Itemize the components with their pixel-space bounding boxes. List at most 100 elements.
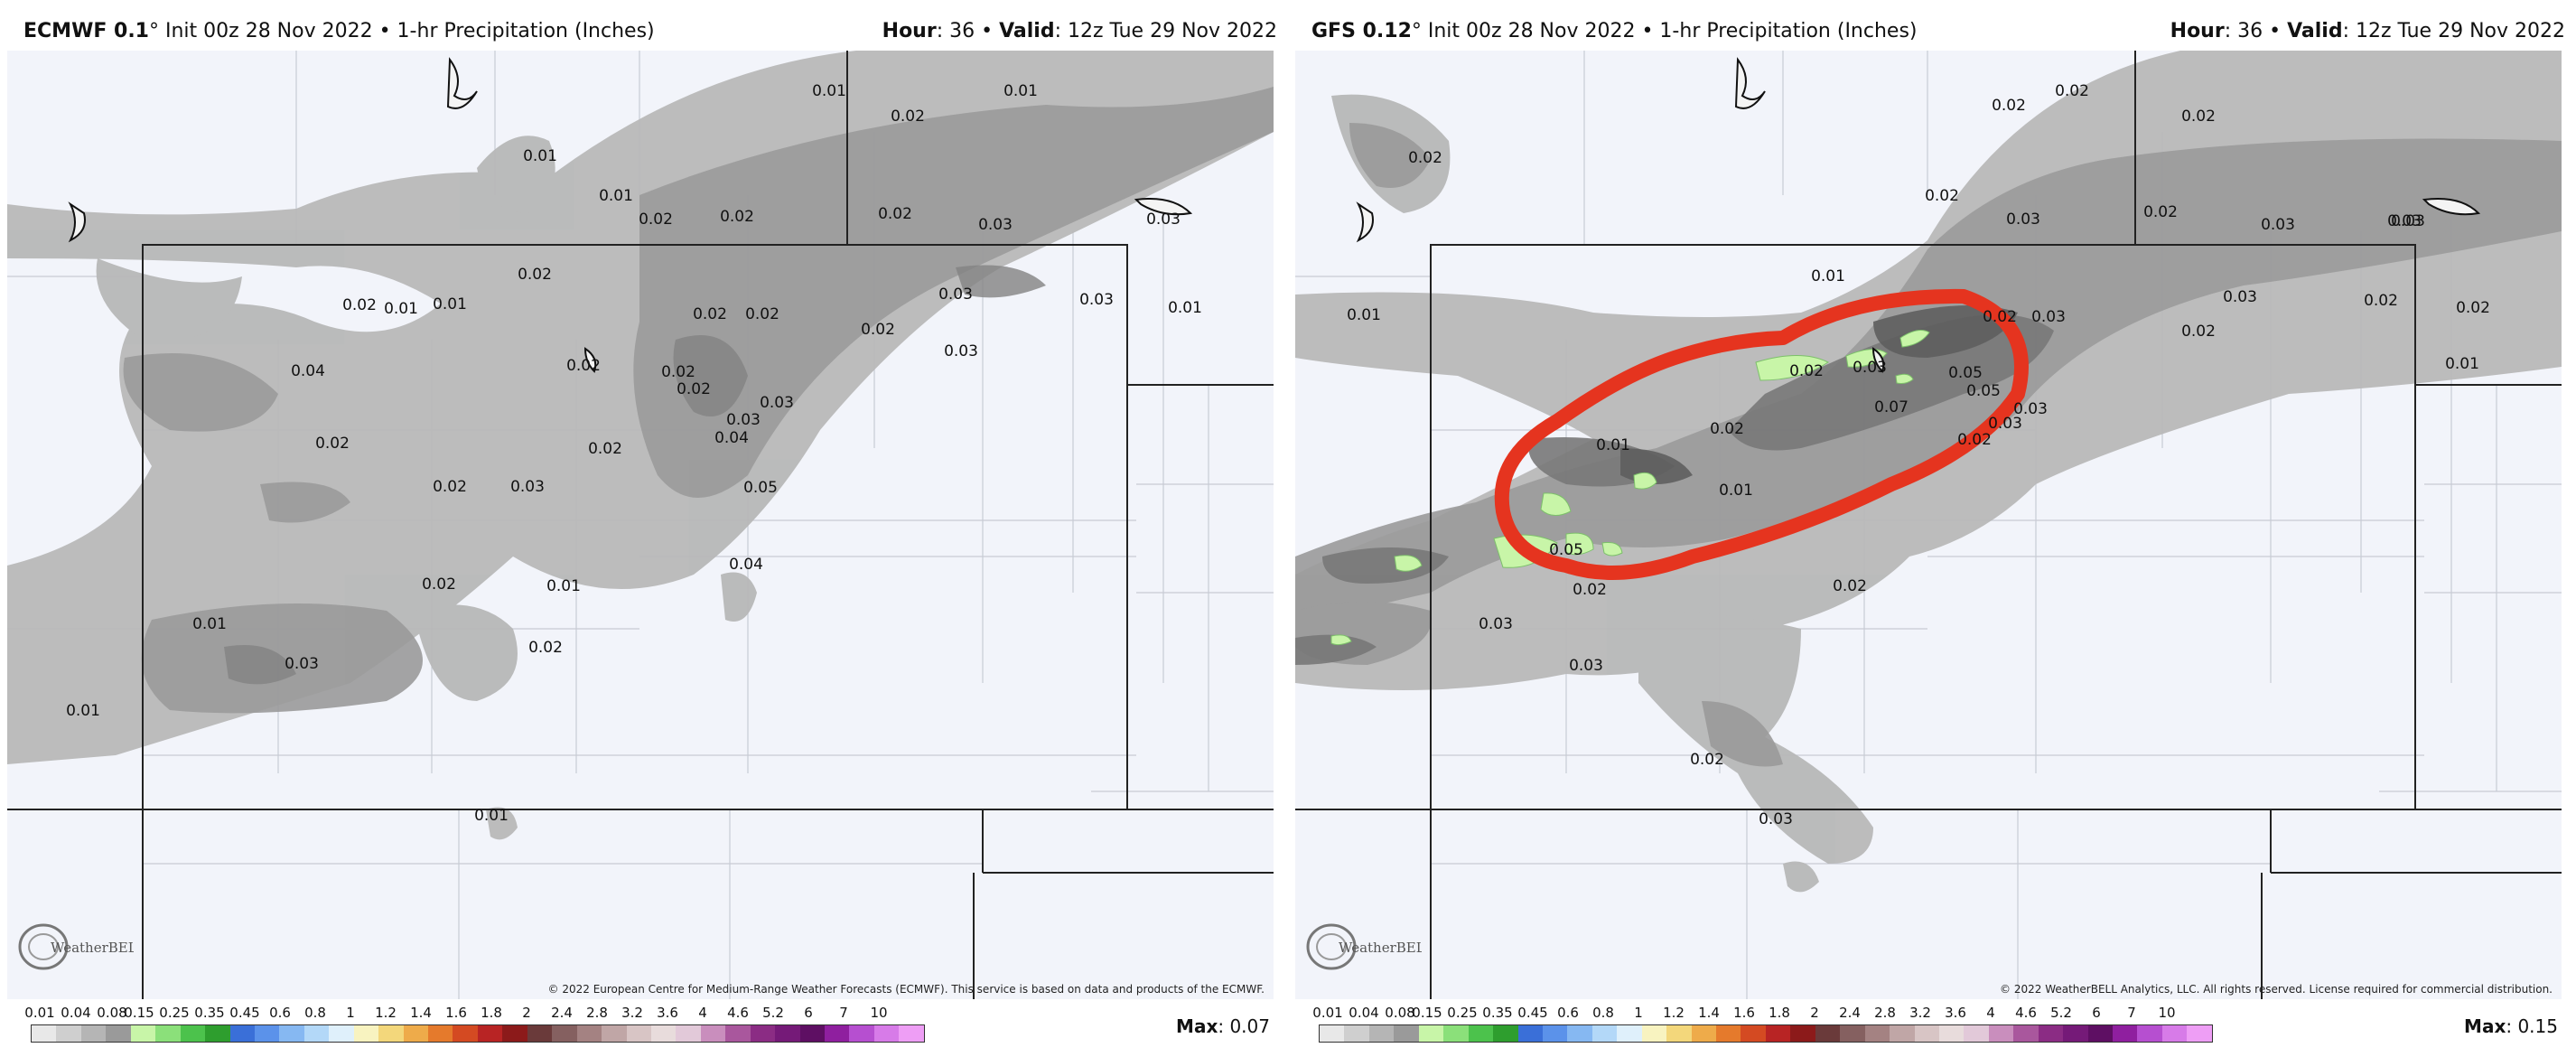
colorbar-swatch [899,1025,924,1042]
colorbar-tick-label: 3.2 [1909,1005,1931,1021]
contour-label: 0.03 [1146,210,1181,229]
contour-label: 0.01 [812,82,846,100]
colorbar-swatch [1815,1025,1841,1042]
contour-label: 0.04 [729,556,763,574]
colorbar-swatch [2063,1025,2088,1042]
colorbar-swatch [1591,1025,1618,1042]
colorbar-swatch [849,1025,874,1042]
contour-label: 0.03 [1988,415,2022,433]
colorbar-tick-label: 1.6 [1733,1005,1755,1021]
contour-label: 0.02 [2456,299,2490,317]
colorbar-swatch [205,1025,230,1042]
colorbar-swatch [279,1025,304,1042]
colorbar-swatch [130,1025,156,1042]
ecmwf-copyright: © 2022 European Centre for Medium-Range … [547,983,1265,996]
colorbar-tick-label: 1.2 [1663,1005,1685,1021]
contour-label: 0.02 [422,575,456,594]
contour-label: 0.03 [944,342,978,360]
colorbar-tick-label: 4.6 [2015,1005,2037,1021]
contour-label: 0.02 [861,321,895,339]
colorbar-ticks: 0.01 0.04 0.08 0.15 0.25 0.35 0.45 0.6 0.8 1 1.2 1.… [1312,1005,2213,1023]
colorbar-tick-label: 7 [2127,1005,2136,1021]
colorbar-swatch [229,1025,255,1042]
contour-label: 0.03 [938,285,973,304]
colorbar-tick-label: 3.6 [1945,1005,1966,1021]
colorbar-swatch [775,1025,800,1042]
ecmwf-panel: ECMWF 0.1° Init 00z 28 Nov 2022 • 1-hr P… [7,0,1281,1057]
colorbar-swatch [2113,1025,2138,1042]
colorbar-swatch [477,1025,503,1042]
ecmwf-max: Max: 0.07 [1176,1015,1270,1037]
contour-label: 0.01 [1347,306,1381,324]
colorbar-ticks: 0.01 0.04 0.08 0.15 0.25 0.35 0.45 0.6 0.8 1 1.2 1.… [24,1005,925,1023]
colorbar-swatch [626,1025,651,1042]
colorbar-tick-label: 0.15 [1412,1005,1442,1021]
contour-label: 0.03 [1759,810,1793,828]
colorbar-swatch [873,1025,900,1042]
weatherbell-logo-icon: WeatherBELL [18,923,134,970]
colorbar-swatch [750,1025,776,1042]
contour-label: 0.02 [677,380,711,398]
contour-label: 0.04 [714,429,749,447]
gfs-header: GFS 0.12° Init 00z 28 Nov 2022 • 1-hr Pr… [1295,20,2569,47]
colorbar-swatch [1890,1025,1915,1042]
colorbar-swatch [2038,1025,2064,1042]
colorbar-swatch [2087,1025,2113,1042]
gfs-title: GFS 0.12° Init 00z 28 Nov 2022 • 1-hr Pr… [1311,20,1918,42]
colorbar-swatch [1938,1025,1965,1042]
colorbar-tick-label: 1.6 [445,1005,467,1021]
colorbar-tick-label: 2.8 [586,1005,608,1021]
colorbar-swatch [1443,1025,1469,1042]
colorbar-swatch [1790,1025,1815,1042]
colorbar-tick-label: 4 [698,1005,707,1021]
colorbar-swatch [2137,1025,2162,1042]
colorbar-tick-label: 0.25 [159,1005,190,1021]
colorbar-swatch [428,1025,453,1042]
contour-label: 0.02 [1573,581,1607,599]
colorbar-tick-label: 0.8 [304,1005,326,1021]
contour-label: 0.02 [720,208,754,226]
colorbar-swatch [453,1025,478,1042]
colorbar-swatch [1468,1025,1494,1042]
contour-label: 0.03 [2006,210,2040,229]
contour-label: 0.03 [2223,288,2257,306]
colorbar-tick-label: 4.6 [727,1005,749,1021]
colorbar-swatch [700,1025,726,1042]
contour-label: 0.03 [1079,291,1114,309]
svg-text:WeatherBELL: WeatherBELL [51,940,134,956]
contour-label: 0.03 [1853,359,1887,377]
contour-label: 0.03 [2387,212,2422,230]
colorbar-tick-label: 0.35 [1482,1005,1513,1021]
svg-text:WeatherBELL: WeatherBELL [1339,940,1422,956]
colorbar-tick-label: 4 [1986,1005,1995,1021]
colorbar-swatch [2161,1025,2188,1042]
contour-label: 0.04 [291,362,325,380]
colorbar-swatch [303,1025,330,1042]
colorbar-tick-label: 0.6 [1557,1005,1579,1021]
colorbar-tick-label: 2 [1810,1005,1819,1021]
contour-label: 0.02 [1408,149,1442,167]
colorbar-tick-label: 3.6 [657,1005,678,1021]
colorbar-tick-label: 3.2 [621,1005,643,1021]
contour-label: 0.02 [2364,292,2398,310]
colorbar-tick-label: 0.01 [24,1005,55,1021]
colorbar-swatch [2013,1025,2039,1042]
contour-label: 0.02 [891,108,925,126]
contour-label: 0.01 [2445,355,2479,373]
gfs-map: 0.02 0.02 0.02 0.02 0.02 0.03 0.02 0.03 … [1295,51,2562,999]
colorbar-swatch [1964,1025,1989,1042]
contour-label: 0.01 [1596,436,1630,454]
contour-label: 0.02 [1992,97,2026,115]
colorbar-tick-label: 6 [2092,1005,2101,1021]
colorbar-tick-label: 0.08 [1385,1005,1415,1021]
colorbar-swatch [378,1025,404,1042]
contour-label: 0.02 [639,210,673,229]
colorbar-tick-label: 0.35 [194,1005,225,1021]
contour-label: 0.01 [523,147,557,165]
contour-label: 0.01 [1719,482,1753,500]
contour-label: 0.01 [546,577,581,595]
contour-label: 0.05 [1948,364,1983,382]
colorbar-swatches [31,1024,925,1043]
contour-label: 0.02 [528,639,563,657]
contour-label: 0.03 [2013,400,2048,418]
